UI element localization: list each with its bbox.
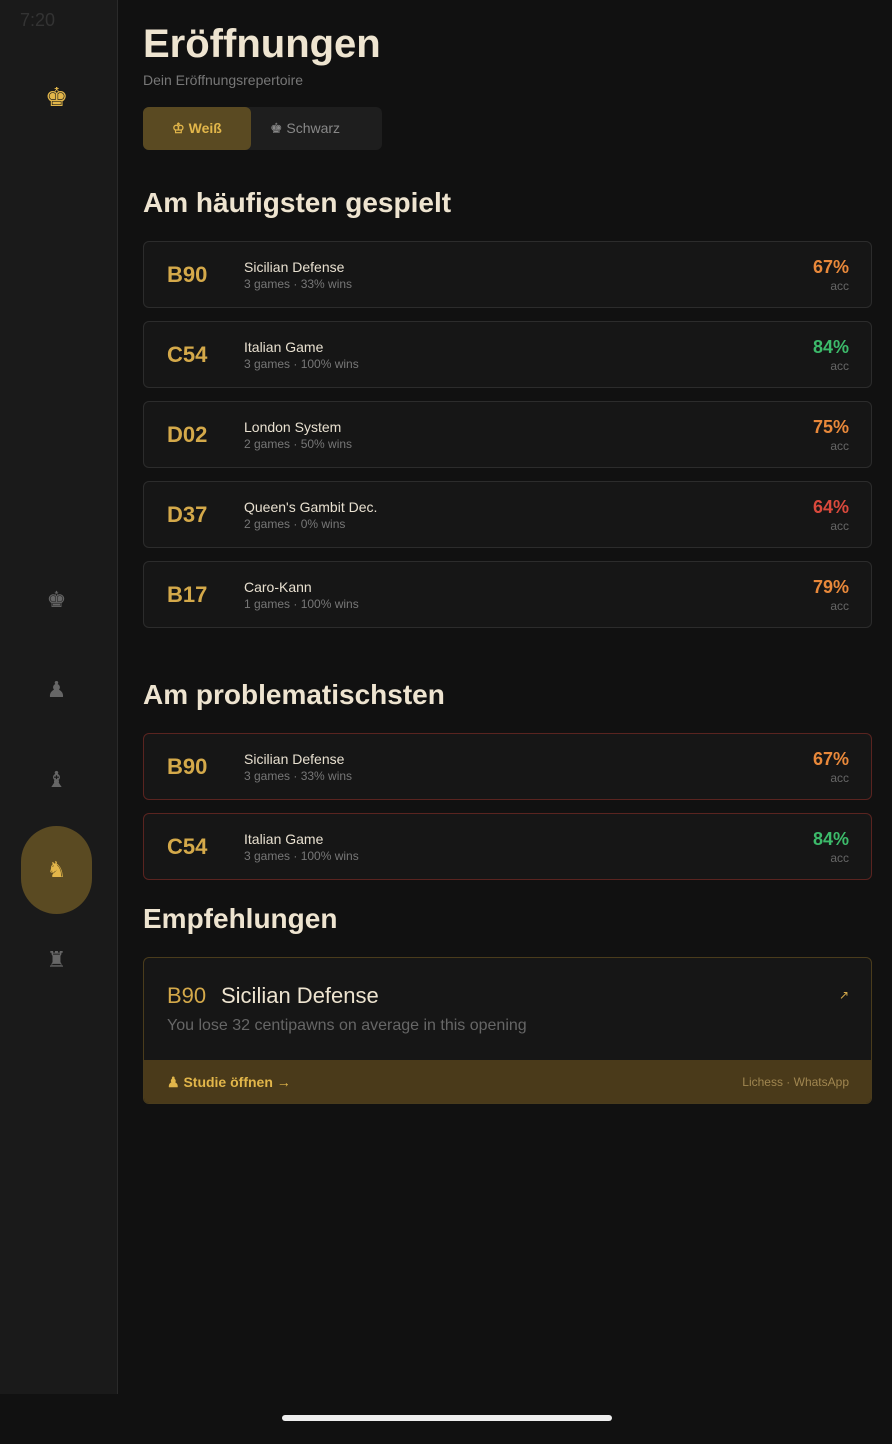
rec-action[interactable]: ♟ Studie öffnen → <box>167 1074 291 1090</box>
opening-name: Sicilian Defense <box>244 751 345 767</box>
opening-card[interactable]: B90 Sicilian Defense 3 games · 33% wins 67%… <box>143 733 872 800</box>
accuracy-label: acc <box>830 599 849 613</box>
rec-footer: ♟ Studie öffnen → Lichess · WhatsApp <box>144 1060 871 1103</box>
accuracy: 84% <box>812 829 849 849</box>
accuracy-label: acc <box>830 439 849 453</box>
accuracy: 75% <box>812 417 849 437</box>
rec-sources: Lichess · WhatsApp <box>742 1075 849 1089</box>
accuracy-label: acc <box>830 519 849 533</box>
opening-card[interactable]: D02 London System 2 games · 50% wins 75% acc <box>143 401 872 468</box>
opening-name: Caro-Kann <box>244 579 312 595</box>
nav-item[interactable]: ♟ <box>46 677 67 702</box>
accuracy-label: acc <box>830 359 849 373</box>
rec-desc: You lose 32 centipawns on average in thi… <box>167 1017 527 1034</box>
opening-name: Italian Game <box>244 831 324 847</box>
opening-name: London System <box>244 419 342 435</box>
opening-meta: 3 games · 33% wins <box>244 277 353 291</box>
status-time: 7:20 <box>20 10 56 30</box>
rec-arrow[interactable]: ↗ <box>838 988 849 1002</box>
logo: ♚ <box>45 82 69 112</box>
opening-name: Queen's Gambit Dec. <box>244 499 378 515</box>
accuracy: 79% <box>812 577 849 597</box>
eco-code: C54 <box>167 342 208 367</box>
gesture-bar <box>282 1415 612 1421</box>
eco-code: D37 <box>167 502 208 527</box>
nav-item[interactable]: ♞ <box>21 826 92 914</box>
eco-code: B90 <box>167 754 208 779</box>
tab[interactable]: ♔ Weiß <box>143 107 251 150</box>
eco-code: C54 <box>167 834 208 859</box>
accuracy: 64% <box>812 497 849 517</box>
accuracy: 67% <box>812 749 849 769</box>
eco-code: D02 <box>167 422 208 447</box>
opening-meta: 3 games · 100% wins <box>244 357 359 371</box>
sidebar <box>0 0 118 1394</box>
accuracy-label: acc <box>830 279 849 293</box>
opening-name: Sicilian Defense <box>244 259 345 275</box>
title: Eröffnungen <box>143 22 381 66</box>
tab[interactable]: ♚ Schwarz <box>269 120 341 136</box>
opening-meta: 2 games · 0% wins <box>244 517 346 531</box>
recommendation-card[interactable]: B90 Sicilian Defense ↗ You lose 32 centi… <box>143 957 872 1104</box>
subtitle: Dein Eröffnungsrepertoire <box>143 72 304 88</box>
section-title: Am häufigsten gespielt <box>143 187 452 218</box>
section-title: Empfehlungen <box>143 903 338 934</box>
opening-card[interactable]: C54 Italian Game 3 games · 100% wins 84% acc <box>143 321 872 388</box>
accuracy: 84% <box>812 337 849 357</box>
opening-card[interactable]: B90 Sicilian Defense 3 games · 33% wins 67%… <box>143 241 872 308</box>
opening-card[interactable]: D37 Queen's Gambit Dec. 2 games · 0% wins 6… <box>143 481 872 548</box>
opening-meta: 3 games · 100% wins <box>244 849 359 863</box>
opening-name: Italian Game <box>244 339 324 355</box>
opening-meta: 1 games · 100% wins <box>244 597 359 611</box>
opening-meta: 3 games · 33% wins <box>244 769 353 783</box>
opening-meta: 2 games · 50% wins <box>244 437 353 451</box>
nav-item[interactable]: ♚ <box>46 587 67 612</box>
rec-name: Sicilian Defense <box>221 983 379 1008</box>
rec-code: B90 <box>167 983 207 1008</box>
nav-item[interactable]: ♝ <box>46 767 67 792</box>
eco-code: B17 <box>167 582 208 607</box>
accuracy-label: acc <box>830 771 849 785</box>
accuracy: 67% <box>812 257 849 277</box>
opening-card[interactable]: B17 Caro-Kann 1 games · 100% wins 79% acc <box>143 561 872 628</box>
section-title: Am problematischsten <box>143 679 445 710</box>
opening-card[interactable]: C54 Italian Game 3 games · 100% wins 84% acc <box>143 813 872 880</box>
accuracy-label: acc <box>830 851 849 865</box>
eco-code: B90 <box>167 262 208 287</box>
nav-item[interactable]: ♜ <box>46 947 67 972</box>
